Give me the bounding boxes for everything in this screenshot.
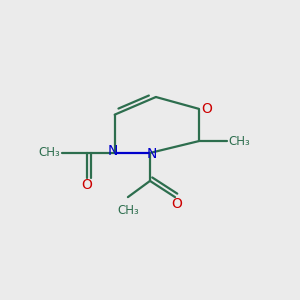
Text: CH₃: CH₃: [38, 146, 60, 159]
Text: O: O: [171, 197, 182, 212]
Text: O: O: [201, 102, 212, 116]
Text: N: N: [146, 147, 157, 161]
Text: N: N: [108, 145, 119, 158]
Text: O: O: [81, 178, 92, 192]
Text: CH₃: CH₃: [117, 205, 139, 218]
Text: CH₃: CH₃: [228, 135, 250, 148]
